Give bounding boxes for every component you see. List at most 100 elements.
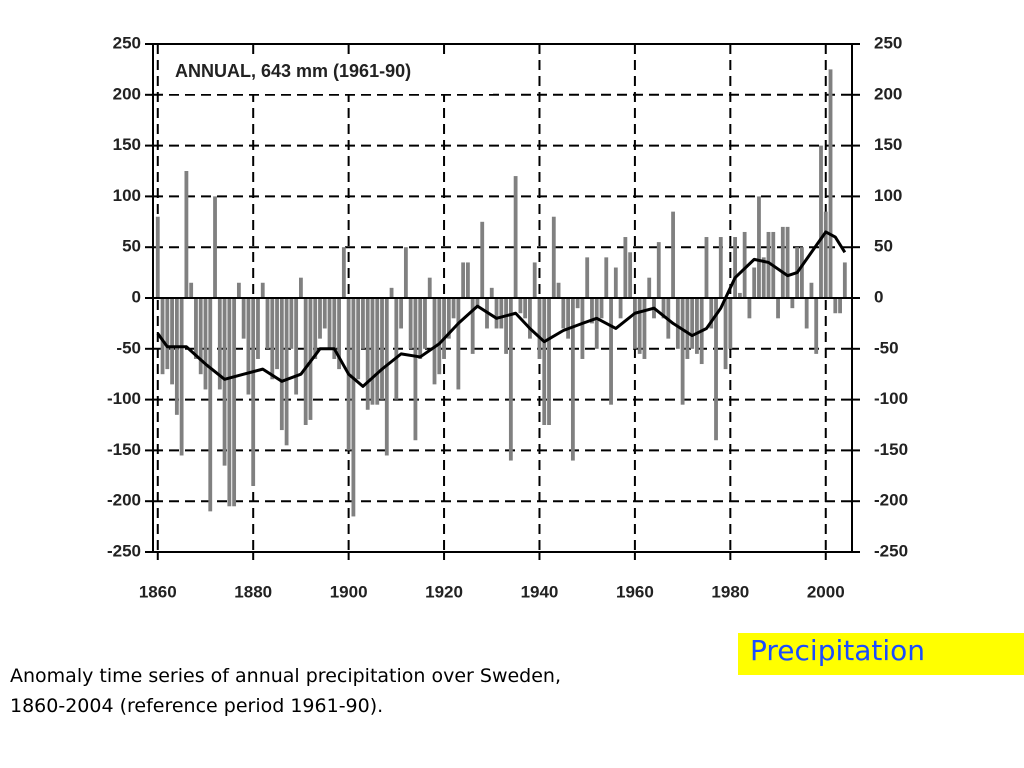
bar [685, 298, 690, 359]
bar [318, 298, 322, 339]
y-tick-label: 0 [132, 287, 141, 306]
bar [489, 287, 494, 298]
bar [227, 298, 232, 507]
x-tick-label: 1920 [425, 582, 463, 601]
bar [203, 298, 208, 390]
y2-tick-label: 0 [874, 287, 883, 306]
y-tick-label: 250 [113, 33, 141, 52]
bar [532, 262, 537, 298]
bar [427, 277, 432, 298]
bar [265, 298, 270, 349]
bar [442, 298, 446, 359]
bar [590, 298, 594, 324]
bar [184, 171, 189, 298]
bar [418, 298, 423, 359]
bar [403, 247, 408, 298]
bar [399, 298, 404, 329]
bar [814, 298, 819, 354]
bar [566, 298, 571, 339]
bar [408, 298, 413, 349]
bar [718, 237, 723, 298]
bar [241, 298, 246, 339]
bar [575, 298, 580, 309]
bar [690, 298, 695, 349]
bar [742, 231, 747, 298]
bar [585, 257, 590, 298]
bar [213, 196, 217, 298]
bar [370, 298, 375, 405]
bar [451, 298, 456, 319]
bar [656, 242, 661, 298]
bar [542, 298, 547, 425]
y2-tick-label: -250 [874, 541, 908, 560]
bar [208, 298, 213, 512]
bar [284, 298, 289, 446]
bar [361, 298, 365, 349]
title-box [163, 54, 493, 94]
bar [194, 298, 198, 359]
bar [480, 221, 485, 298]
bar [432, 298, 437, 385]
bar [394, 298, 399, 400]
y-tick-label: -200 [107, 491, 141, 510]
bar [537, 298, 542, 359]
bar [661, 298, 666, 319]
y-tick-label: -50 [116, 338, 141, 357]
bar [842, 262, 847, 298]
bar [761, 257, 766, 298]
bar [780, 226, 785, 298]
bar [351, 298, 356, 517]
bar [747, 298, 752, 319]
x-tick-label: 1860 [139, 582, 177, 601]
y2-tick-label: -150 [874, 440, 908, 459]
bar [804, 298, 809, 329]
bar [737, 292, 742, 298]
bar [613, 267, 618, 298]
bar [833, 298, 838, 314]
bar [475, 298, 480, 309]
bar [275, 298, 279, 370]
bar [609, 298, 613, 405]
plot-frame [152, 43, 853, 553]
bar [246, 298, 251, 395]
y2-tick-label: -200 [874, 491, 908, 510]
bar [251, 298, 256, 486]
bar [504, 298, 508, 354]
bar [776, 298, 780, 319]
bar [570, 298, 575, 461]
bar [499, 298, 504, 329]
bar [494, 298, 499, 329]
y2-tick-label: 150 [874, 135, 902, 154]
bar [809, 282, 814, 298]
bar [465, 262, 470, 298]
bar [599, 298, 604, 319]
y2-tick-label: -100 [874, 389, 908, 408]
bar [594, 298, 599, 349]
caption-line: Anomaly time series of annual precipitat… [10, 665, 561, 687]
bar [217, 298, 222, 390]
bar [709, 298, 714, 329]
y2-tick-label: 200 [874, 84, 902, 103]
bar [695, 298, 699, 354]
bar [604, 257, 609, 298]
bar [308, 298, 313, 420]
bar [294, 298, 299, 395]
bar [518, 298, 523, 314]
bar [623, 237, 628, 298]
bar [165, 298, 170, 370]
bar [179, 298, 184, 456]
bar [618, 298, 623, 319]
bar [446, 298, 451, 339]
bar [375, 298, 380, 405]
slide-label: Precipitation [750, 634, 925, 667]
bar [380, 298, 384, 400]
bar [523, 298, 528, 319]
y2-tick-label: -50 [874, 338, 899, 357]
x-tick-label: 1900 [330, 582, 368, 601]
bar [456, 298, 461, 390]
bar [461, 262, 466, 298]
bar [828, 69, 833, 299]
bar [289, 298, 294, 349]
bar [322, 298, 327, 329]
